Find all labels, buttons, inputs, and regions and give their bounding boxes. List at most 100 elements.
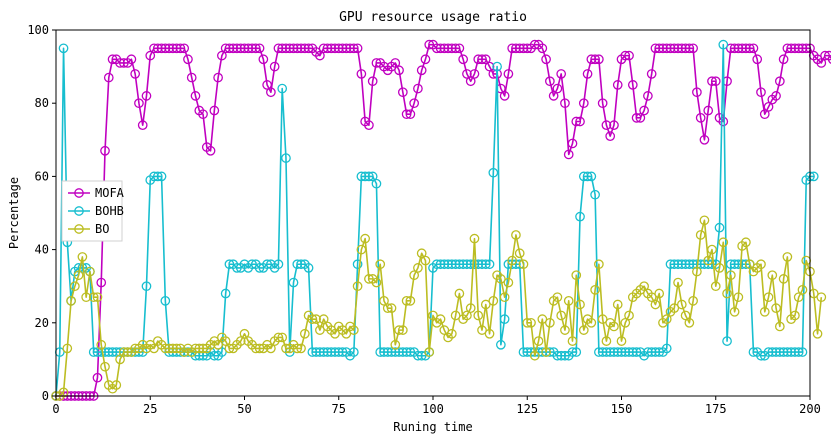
data-point-bo [533, 336, 544, 346]
data-point-mofa [367, 76, 378, 87]
data-point-mofa [239, 43, 250, 54]
y-tick-label: 80 [35, 96, 49, 110]
data-point-bohb [247, 259, 257, 270]
data-point-bohb [718, 39, 729, 50]
legend-marker-bo [74, 224, 84, 234]
data-point-mofa [277, 43, 288, 54]
data-point-bohb [518, 347, 529, 357]
data-point-bohb [281, 153, 291, 163]
data-point-bo [469, 233, 480, 244]
data-point-mofa [710, 76, 721, 87]
data-point-mofa [563, 149, 574, 160]
data-point-mofa [224, 43, 235, 54]
data-point-mofa [707, 76, 717, 87]
data-point-bo [473, 310, 484, 321]
data-point-bo [620, 317, 631, 328]
data-point-bo [759, 306, 770, 317]
data-point-mofa [556, 69, 567, 79]
data-point-bo [744, 259, 755, 270]
data-point-mofa [744, 43, 755, 54]
data-point-bo [756, 259, 766, 270]
data-point-mofa [741, 43, 751, 54]
data-point-mofa [103, 72, 114, 83]
data-point-mofa [183, 54, 193, 65]
y-ticks: 0 20 40 60 80 100 [27, 23, 56, 403]
data-point-bo [296, 343, 306, 354]
data-point-mofa [782, 43, 793, 54]
data-point-bohb [277, 83, 288, 94]
data-point-mofa [688, 43, 698, 54]
data-point-bohb [88, 347, 99, 357]
data-point-mofa [560, 98, 570, 109]
data-point-bo [435, 314, 446, 324]
data-point-mofa [107, 54, 118, 65]
data-point-bohb [654, 347, 665, 357]
data-point-mofa [416, 65, 427, 76]
data-point-bohb [594, 347, 604, 357]
data-point-bo [88, 292, 99, 303]
data-point-bohb [661, 343, 672, 354]
data-point-bohb [292, 259, 303, 270]
data-point-mofa [763, 102, 774, 112]
data-point-bo [149, 343, 159, 354]
data-point-bo [526, 317, 536, 328]
y-tick-label: 60 [35, 169, 49, 183]
data-point-mofa [718, 116, 729, 127]
data-point-bohb [650, 347, 661, 357]
data-point-bohb [217, 347, 227, 357]
data-point-bo [356, 244, 367, 255]
data-point-bohb [492, 61, 502, 72]
data-point-bohb [582, 171, 593, 182]
data-point-bohb [209, 350, 220, 361]
data-point-bohb [416, 350, 427, 361]
data-point-bohb [756, 350, 766, 361]
data-point-mofa [827, 54, 831, 64]
data-point-bo [96, 339, 107, 350]
data-point-mofa [759, 109, 770, 120]
data-point-mofa [352, 43, 363, 54]
data-point-bohb [397, 347, 408, 357]
data-point-bohb [473, 259, 484, 270]
data-point-bohb [612, 347, 623, 357]
data-point-mofa [450, 43, 461, 54]
data-point-bo [397, 325, 408, 335]
data-point-mofa [337, 43, 348, 54]
data-point-mofa [582, 69, 593, 79]
data-point-mofa [654, 43, 665, 54]
data-point-mofa [725, 43, 736, 54]
data-point-mofa [333, 43, 344, 54]
data-point-mofa [729, 43, 740, 54]
data-point-bo [73, 270, 84, 281]
data-point-bohb [676, 259, 687, 270]
data-point-mofa [145, 50, 156, 61]
data-point-mofa [465, 76, 476, 87]
data-point-mofa [484, 61, 495, 72]
data-point-mofa [296, 43, 306, 54]
x-ticks: 0 25 50 75 100 125 150 175 200 [52, 396, 821, 416]
data-point-bo [763, 292, 774, 303]
data-point-mofa [364, 120, 374, 131]
data-point-mofa [348, 43, 359, 54]
data-point-bohb [499, 314, 510, 324]
data-point-bo [213, 339, 223, 350]
data-point-bo [673, 277, 683, 288]
data-point-bo [688, 295, 698, 306]
data-point-mofa [609, 120, 619, 131]
data-point-mofa [330, 43, 340, 54]
data-point-bohb [296, 259, 306, 270]
data-point-mofa [303, 43, 314, 54]
data-point-mofa [646, 69, 657, 79]
data-point-mofa [548, 91, 559, 101]
data-point-bohb [567, 347, 578, 357]
x-tick-label: 0 [52, 402, 59, 416]
legend-label-mofa: MOFA [95, 186, 125, 200]
data-point-mofa [356, 69, 367, 79]
data-point-bo [439, 325, 450, 335]
y-axis-label: Percentage [7, 177, 21, 249]
data-point-bohb [797, 347, 808, 357]
data-point-mofa [601, 120, 612, 131]
legend-label-bohb: BOHB [95, 204, 124, 218]
data-point-mofa [639, 105, 649, 116]
data-point-bohb [496, 339, 506, 350]
data-point-bo [352, 281, 363, 292]
